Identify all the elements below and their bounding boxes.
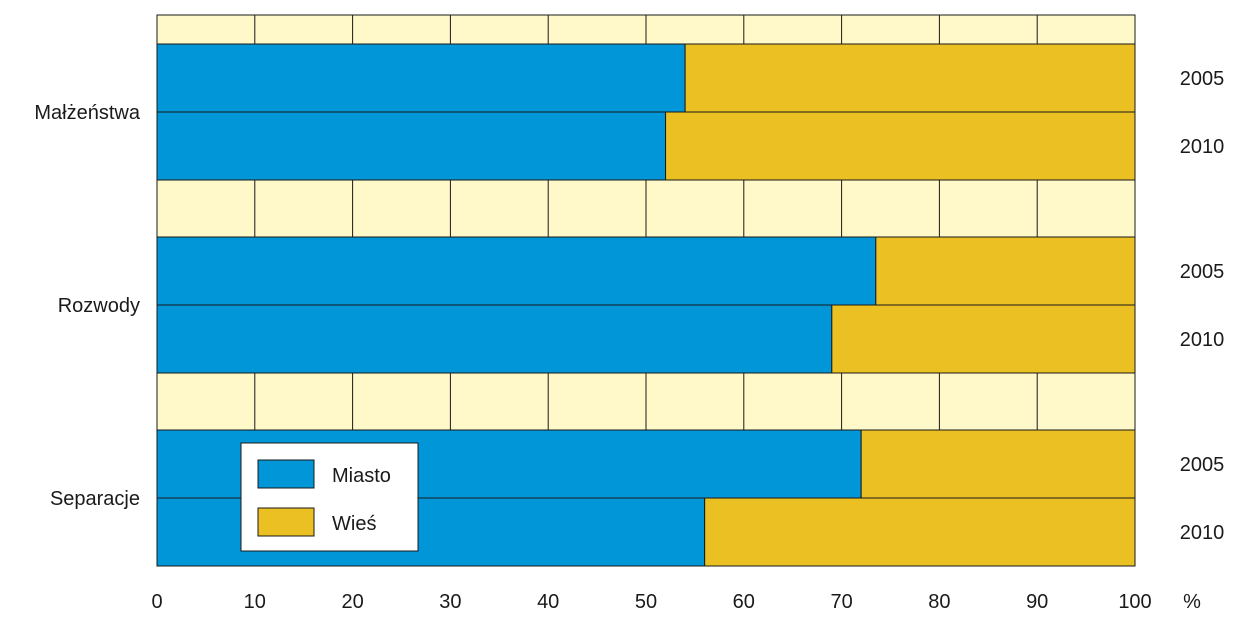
bar-malzenstwa-2005-wies <box>684 43 1136 113</box>
group-label-1: Rozwody <box>58 295 140 317</box>
year-label-2-1: 2010 <box>1180 522 1225 544</box>
x-axis-unit-label: % <box>1183 591 1201 613</box>
year-label-2-0: 2005 <box>1180 454 1225 476</box>
group-label-0: Małżeństwa <box>34 102 140 124</box>
bar-malzenstwa-2010-wies <box>665 111 1136 181</box>
group-label-2: Separacje <box>50 488 140 510</box>
year-labels: 2005 2010 2005 2010 2005 2010 <box>1180 68 1225 544</box>
year-label-0-1: 2010 <box>1180 136 1225 158</box>
x-tick-label-0: 0 <box>151 591 162 613</box>
x-tick-label-60: 60 <box>733 591 755 613</box>
x-tick-label-90: 90 <box>1026 591 1048 613</box>
bar-rozwody-2005-wies <box>875 236 1136 306</box>
x-tick-label-70: 70 <box>830 591 852 613</box>
x-tick-label-100: 100 <box>1118 591 1151 613</box>
x-tick-label-20: 20 <box>341 591 363 613</box>
bar-malzenstwa-2005-miasto <box>156 43 686 113</box>
year-label-0-0: 2005 <box>1180 68 1225 90</box>
year-label-1-0: 2005 <box>1180 261 1225 283</box>
bar-rozwody-2010-miasto <box>156 304 833 374</box>
legend-label-wies: Wieś <box>332 513 376 535</box>
bar-rozwody-2005-miasto <box>156 236 877 306</box>
legend: Miasto Wieś <box>240 442 419 552</box>
legend-swatch-wies <box>257 507 315 537</box>
x-tick-label-30: 30 <box>439 591 461 613</box>
bar-malzenstwa-2010-miasto <box>156 111 667 181</box>
year-label-1-1: 2010 <box>1180 329 1225 351</box>
bar-separacje-2010-miasto <box>156 497 706 567</box>
legend-label-miasto: Miasto <box>332 465 391 487</box>
x-tick-label-10: 10 <box>244 591 266 613</box>
x-tick-label-40: 40 <box>537 591 559 613</box>
x-tick-label-80: 80 <box>928 591 950 613</box>
bar-separacje-2010-wies <box>704 497 1136 567</box>
bar-separacje-2005-wies <box>860 429 1136 499</box>
group-labels: Małżeństwa Rozwody Separacje <box>34 102 140 510</box>
legend-swatch-miasto <box>257 459 315 489</box>
x-tick-labels: 0 10 20 30 40 50 60 70 80 90 100 <box>151 591 1151 613</box>
x-tick-label-50: 50 <box>635 591 657 613</box>
bar-rozwody-2010-wies <box>831 304 1136 374</box>
